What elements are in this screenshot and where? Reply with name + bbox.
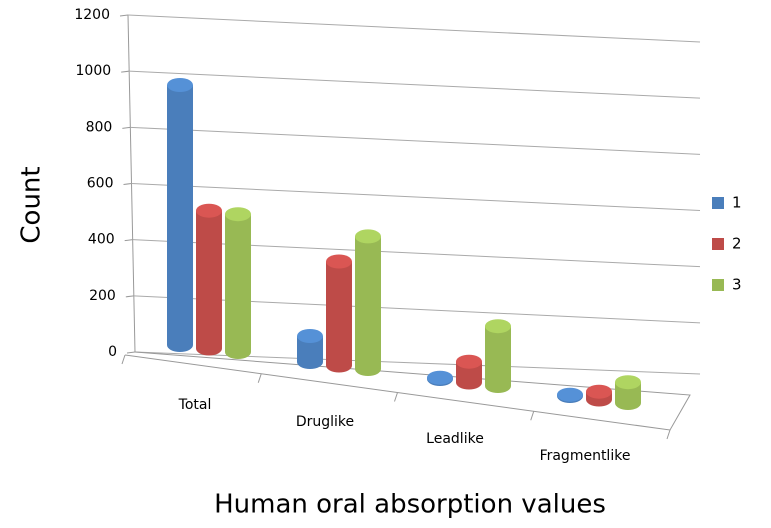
bar bbox=[485, 319, 511, 393]
bar-body bbox=[326, 261, 352, 373]
grid-line bbox=[130, 126, 701, 155]
grid-line bbox=[129, 70, 701, 99]
bar-top bbox=[297, 329, 323, 343]
bar-top bbox=[485, 319, 511, 334]
grid-line bbox=[134, 351, 701, 375]
bar bbox=[297, 329, 323, 369]
bar bbox=[225, 207, 251, 359]
y-tick-label: 0 bbox=[108, 344, 117, 360]
grid-line bbox=[127, 14, 701, 43]
bar-body bbox=[167, 85, 193, 352]
y-tick-label: 800 bbox=[86, 119, 113, 135]
bar-body bbox=[485, 326, 511, 393]
bar-top bbox=[326, 254, 352, 269]
bar bbox=[196, 203, 222, 356]
legend-swatch bbox=[712, 279, 724, 291]
x-axis-title: Human oral absorption values bbox=[214, 490, 606, 520]
legend-swatch bbox=[712, 238, 724, 250]
bar bbox=[615, 375, 641, 410]
x-tick-label: Total bbox=[178, 397, 212, 413]
tick-mark bbox=[123, 183, 132, 185]
y-axis-title: Count bbox=[17, 166, 47, 243]
bar-top bbox=[196, 203, 222, 218]
bar-body bbox=[615, 382, 641, 410]
legend-label: 2 bbox=[732, 235, 742, 253]
bar bbox=[355, 229, 381, 376]
y-tick-label: 600 bbox=[87, 176, 114, 192]
legend-label: 3 bbox=[732, 276, 742, 294]
x-tick-mark bbox=[121, 354, 126, 365]
bar-body bbox=[196, 210, 222, 356]
bar-top bbox=[355, 229, 381, 244]
tick-mark bbox=[122, 126, 131, 129]
tick-mark bbox=[119, 14, 129, 17]
bar-top bbox=[167, 78, 193, 92]
x-tick-mark bbox=[666, 429, 671, 440]
bar bbox=[326, 254, 352, 373]
x-tick-label: Fragmentlike bbox=[540, 448, 631, 464]
bar bbox=[427, 370, 453, 386]
bar-body bbox=[456, 361, 482, 390]
legend-swatch bbox=[712, 197, 724, 209]
y-tick-label: 1200 bbox=[74, 7, 110, 23]
x-tick-mark bbox=[530, 411, 535, 421]
grid-line bbox=[131, 183, 701, 211]
x-tick-mark bbox=[394, 392, 398, 402]
bar-body bbox=[355, 236, 381, 376]
tick-mark bbox=[125, 295, 134, 298]
x-tick-label: Leadlike bbox=[426, 431, 484, 447]
y-tick-label: 1000 bbox=[76, 63, 112, 79]
bar-top bbox=[615, 375, 641, 390]
bar-body bbox=[297, 336, 323, 369]
x-tick-mark bbox=[257, 373, 262, 383]
tick-mark bbox=[121, 70, 130, 73]
bar-body bbox=[225, 214, 251, 359]
bar bbox=[557, 387, 583, 403]
bar-top bbox=[427, 370, 453, 385]
bar bbox=[167, 78, 193, 352]
x-tick-label: Druglike bbox=[296, 414, 354, 430]
bar-top bbox=[557, 387, 583, 402]
y-tick-label: 200 bbox=[89, 288, 116, 304]
bar bbox=[456, 354, 482, 390]
bar bbox=[586, 384, 612, 407]
bar-top bbox=[456, 354, 482, 369]
bar-top bbox=[586, 384, 612, 399]
bar-top bbox=[225, 207, 251, 222]
legend-label: 1 bbox=[732, 194, 742, 212]
tick-mark bbox=[126, 351, 136, 354]
y-tick-label: 400 bbox=[88, 232, 115, 248]
tick-mark bbox=[124, 239, 133, 242]
